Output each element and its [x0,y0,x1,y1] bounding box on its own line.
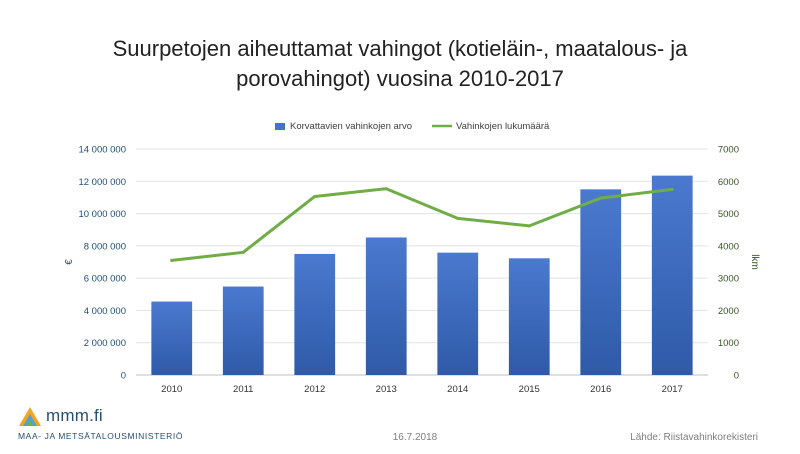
y2-tick-label: 3000 [718,274,739,285]
mmm-logo: mmm.fi MAA- JA METSÄTALOUSMINISTERIÖ [18,404,188,446]
y-tick-label: 12 000 000 [78,177,126,188]
x-tick-label: 2012 [304,384,325,395]
legend-label-line: Vahinkojen lukumäärä [456,121,550,132]
x-tick-label: 2013 [376,384,397,395]
x-tick-label: 2017 [662,384,683,395]
line-point-2017 [670,187,674,191]
bar-2014 [437,252,479,375]
logo-text: mmm.fi [46,406,103,425]
title-line-2: porovahingot) vuosina 2010-2017 [236,66,564,91]
bar-2012 [294,253,336,375]
y2-tick-label: 5000 [718,209,739,220]
y2-axis-label: lkm [749,254,760,270]
bar-2016 [580,189,622,375]
bar-2010 [151,301,193,375]
bar-2013 [365,237,407,375]
line-point-2016 [599,196,603,200]
y2-tick-label: 7000 [718,145,739,156]
bar-2017 [651,175,693,375]
footer-source: Lähde: Riistavahinkorekisteri [630,432,758,443]
y-tick-label: 10 000 000 [78,209,126,220]
y2-tick-label: 6000 [718,177,739,188]
x-tick-label: 2015 [519,384,540,395]
logo-subtitle: MAA- JA METSÄTALOUSMINISTERIÖ [18,431,184,441]
x-tick-label: 2011 [233,384,253,395]
y-tick-label: 0 [121,371,126,382]
x-tick-label: 2010 [161,384,182,395]
title-line-1: Suurpetojen aiheuttamat vahingot (kotiel… [112,36,688,61]
x-tick-label: 2016 [590,384,611,395]
line-point-2011 [241,250,245,254]
y-tick-label: 4 000 000 [84,306,126,317]
slide-title: Suurpetojen aiheuttamat vahingot (kotiel… [100,34,700,94]
line-point-2013 [384,187,388,191]
footer-date: 16.7.2018 [392,432,438,443]
bar-2015 [508,258,550,375]
line-point-2015 [527,224,531,228]
y-tick-label: 8 000 000 [84,241,126,252]
y2-tick-label: 0 [734,371,739,382]
legend-label-bar: Korvattavien vahinkojen arvo [290,121,412,132]
legend-swatch-bar [275,123,285,130]
y2-tick-label: 1000 [718,338,739,349]
y-axis-label: € [64,259,75,265]
line-point-2010 [170,258,174,262]
y2-tick-label: 4000 [718,241,739,252]
bar-2011 [222,286,264,375]
mmm-logo-icon [19,407,41,426]
line-point-2014 [456,216,460,220]
y2-tick-label: 2000 [718,306,739,317]
x-tick-label: 2014 [447,384,468,395]
line-series-vahinkojen-lukumaara [170,187,674,262]
line-point-2012 [313,194,317,198]
y-tick-label: 14 000 000 [78,145,126,156]
y-tick-label: 6 000 000 [84,274,126,285]
y-tick-label: 2 000 000 [84,338,126,349]
